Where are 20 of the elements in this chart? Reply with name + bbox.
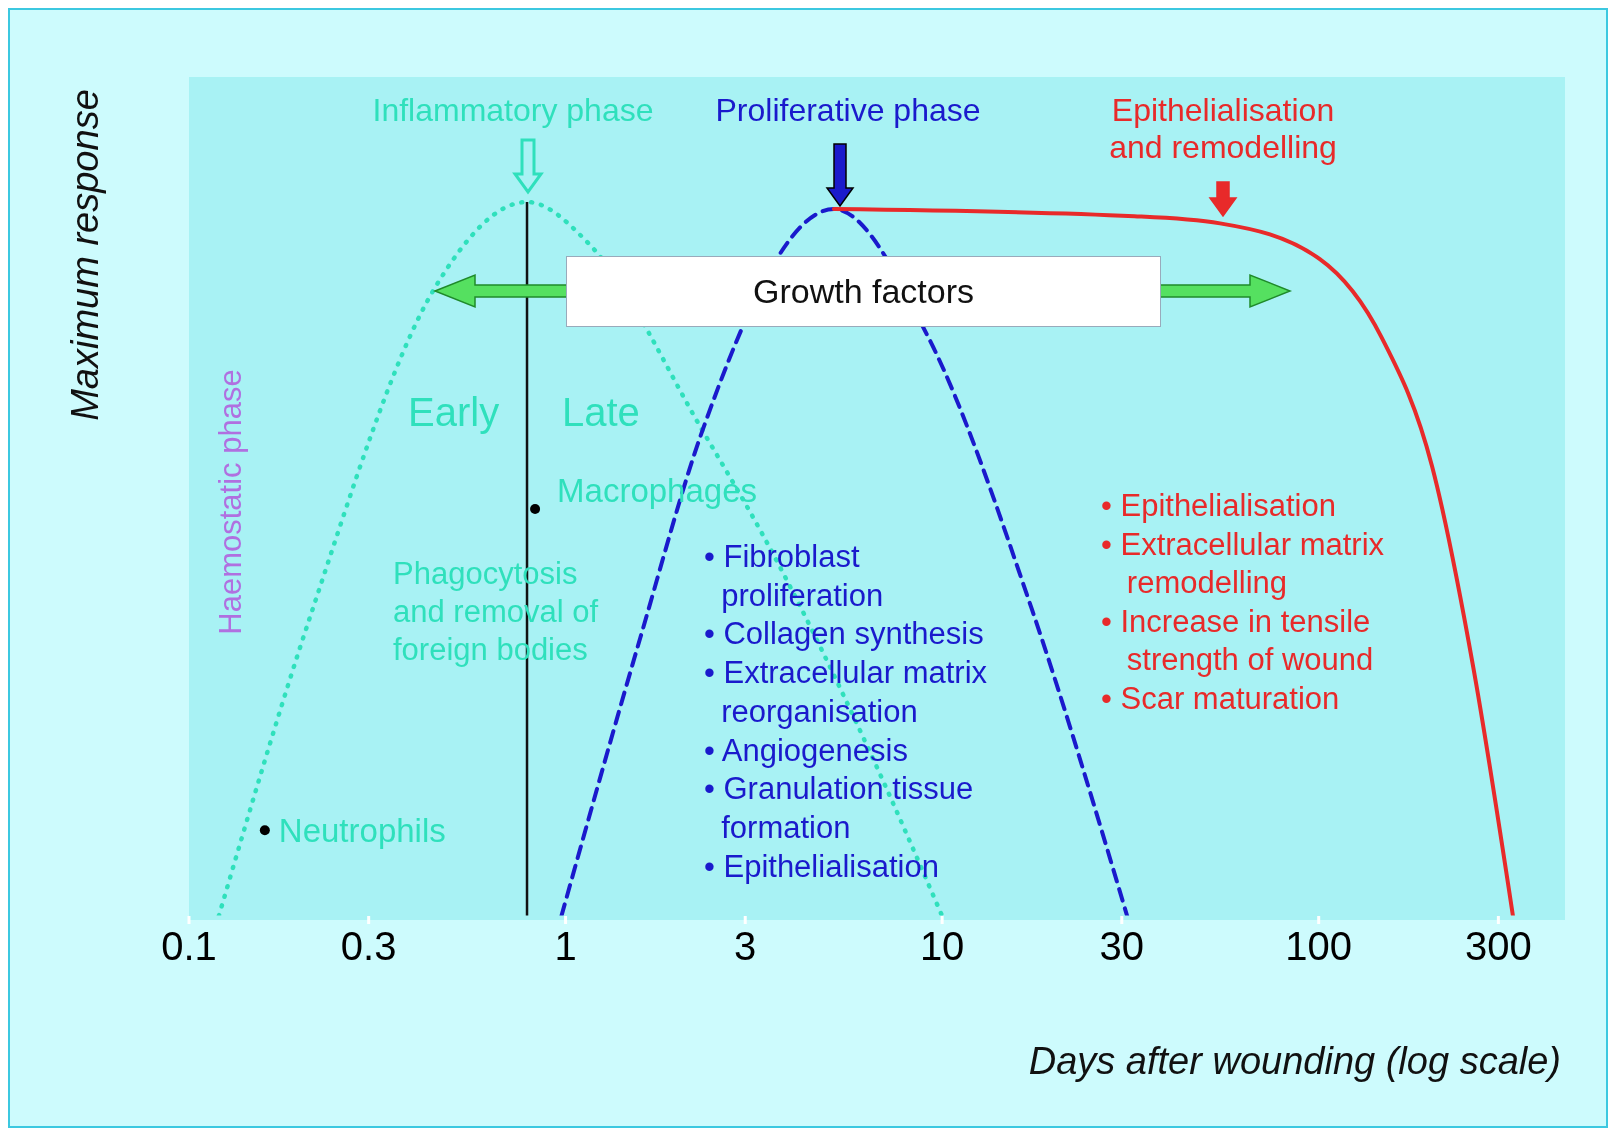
series-label: Epithelialisation and remodelling xyxy=(1108,92,1338,166)
annotation: Haemostatic phase xyxy=(213,369,249,635)
x-tick-label: 3 xyxy=(734,924,757,969)
x-axis-title: Days after wounding (log scale) xyxy=(1028,1040,1561,1083)
x-tick-label: 1 xyxy=(554,924,577,969)
text-box: Growth factors xyxy=(566,256,1161,327)
annotation: Late xyxy=(562,389,640,436)
x-tick-label: 0.1 xyxy=(161,924,217,969)
x-tick-label: 100 xyxy=(1285,924,1353,969)
x-tick-label: 0.3 xyxy=(340,924,397,969)
annotation: • Epithelialisation • Extracellular matrix remodelling • Increase in tensile strength of wound • Scar maturation xyxy=(1101,487,1385,718)
x-tick-label: 30 xyxy=(1099,924,1145,969)
x-tick-label: 300 xyxy=(1464,924,1532,969)
y-axis-title: Maximum response xyxy=(63,89,107,421)
annotation: Early xyxy=(408,389,500,436)
text: Proliferative phase xyxy=(714,92,982,129)
annotation: Neutrophils xyxy=(278,811,446,849)
text: • Fibroblast proliferation • Collagen synthesis • Extracellular matrix reorganisation • Angiogenesis • Granulation tissue formation • Epithelialisation xyxy=(704,539,988,884)
text: Inflammatory phase xyxy=(371,92,655,129)
x-tick-label: 10 xyxy=(919,924,965,969)
